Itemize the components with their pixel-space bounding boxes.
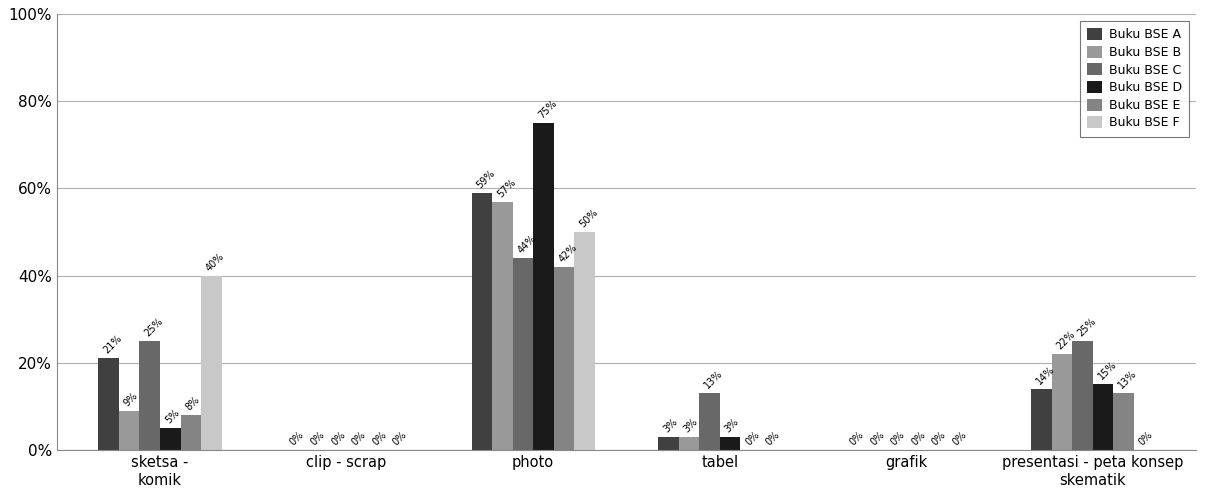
Text: 42%: 42% <box>557 242 580 264</box>
Bar <box>160 428 180 450</box>
Bar <box>1072 341 1093 450</box>
Text: 14%: 14% <box>1035 364 1056 386</box>
Text: 15%: 15% <box>1096 360 1118 382</box>
Bar <box>534 123 554 450</box>
Text: 3%: 3% <box>662 416 679 434</box>
Bar <box>554 267 575 450</box>
Bar <box>119 411 139 450</box>
Bar <box>139 341 160 450</box>
Text: 0%: 0% <box>350 429 368 447</box>
Bar <box>720 436 741 450</box>
Text: 59%: 59% <box>474 168 497 190</box>
Text: 13%: 13% <box>1117 369 1139 390</box>
Bar <box>201 276 221 450</box>
Text: 0%: 0% <box>1137 429 1156 447</box>
Bar <box>1031 389 1051 450</box>
Text: 0%: 0% <box>930 429 947 447</box>
Bar <box>1113 393 1134 450</box>
Text: 0%: 0% <box>391 429 409 447</box>
Text: 0%: 0% <box>910 429 927 447</box>
Bar <box>1051 354 1072 450</box>
Bar <box>472 193 492 450</box>
Text: 21%: 21% <box>102 333 123 356</box>
Legend: Buku BSE A, Buku BSE B, Buku BSE C, Buku BSE D, Buku BSE E, Buku BSE F: Buku BSE A, Buku BSE B, Buku BSE C, Buku… <box>1079 20 1189 137</box>
Text: 0%: 0% <box>329 429 347 447</box>
Text: 0%: 0% <box>848 429 866 447</box>
Bar <box>1093 384 1113 450</box>
Bar <box>658 436 679 450</box>
Text: 50%: 50% <box>577 207 600 230</box>
Text: 0%: 0% <box>889 429 906 447</box>
Text: 0%: 0% <box>288 429 306 447</box>
Text: 0%: 0% <box>951 429 968 447</box>
Text: 0%: 0% <box>370 429 388 447</box>
Text: 25%: 25% <box>1076 316 1097 338</box>
Text: 0%: 0% <box>764 429 782 447</box>
Bar <box>679 436 699 450</box>
Bar <box>492 201 513 450</box>
Text: 57%: 57% <box>495 177 518 199</box>
Bar <box>98 358 119 450</box>
Bar <box>699 393 720 450</box>
Text: 3%: 3% <box>682 416 699 434</box>
Text: 0%: 0% <box>743 429 761 447</box>
Text: 13%: 13% <box>703 369 725 390</box>
Text: 8%: 8% <box>184 394 202 412</box>
Text: 9%: 9% <box>122 390 140 408</box>
Text: 40%: 40% <box>204 251 226 273</box>
Text: 44%: 44% <box>515 233 538 255</box>
Text: 22%: 22% <box>1055 329 1077 351</box>
Bar <box>575 232 595 450</box>
Text: 0%: 0% <box>309 429 327 447</box>
Bar <box>180 415 201 450</box>
Text: 5%: 5% <box>163 407 182 426</box>
Text: 75%: 75% <box>536 98 559 121</box>
Text: 25%: 25% <box>143 316 165 338</box>
Text: 3%: 3% <box>722 416 741 434</box>
Bar <box>513 258 534 450</box>
Text: 0%: 0% <box>869 429 887 447</box>
